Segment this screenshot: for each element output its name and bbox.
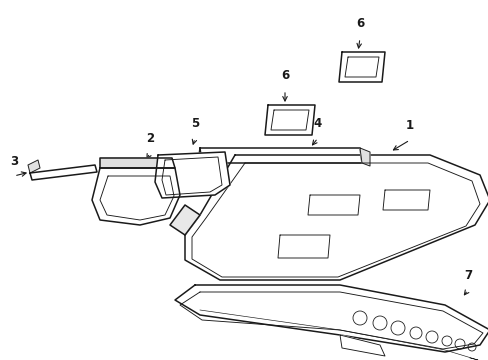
Polygon shape: [307, 195, 359, 215]
Polygon shape: [175, 285, 488, 352]
Text: 1: 1: [405, 119, 413, 132]
Polygon shape: [278, 235, 329, 258]
Text: 6: 6: [280, 69, 288, 82]
Polygon shape: [339, 335, 384, 356]
Text: 3: 3: [10, 155, 18, 168]
Text: 7: 7: [463, 269, 471, 282]
Text: 2: 2: [145, 132, 154, 145]
Polygon shape: [184, 155, 488, 280]
Polygon shape: [100, 158, 175, 168]
Text: 6: 6: [355, 17, 364, 30]
Polygon shape: [359, 148, 369, 166]
Polygon shape: [30, 165, 97, 180]
Polygon shape: [200, 148, 361, 163]
Polygon shape: [92, 168, 180, 225]
Polygon shape: [170, 205, 200, 235]
Text: 5: 5: [190, 117, 199, 130]
Polygon shape: [155, 152, 229, 198]
Polygon shape: [28, 160, 40, 173]
Polygon shape: [264, 105, 314, 135]
Polygon shape: [338, 52, 384, 82]
Text: 4: 4: [313, 117, 322, 130]
Polygon shape: [382, 190, 429, 210]
